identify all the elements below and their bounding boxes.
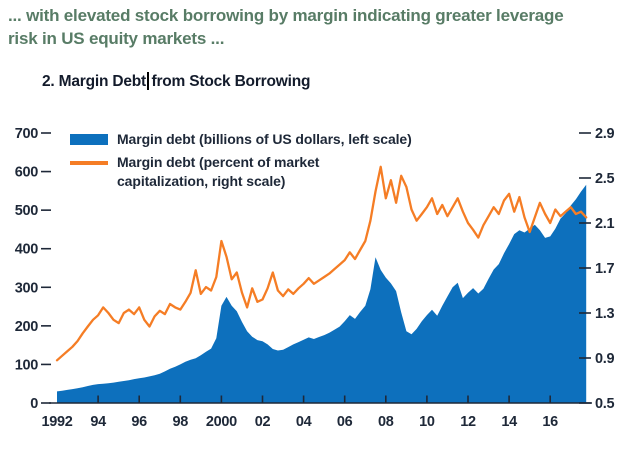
left-axis-label: 700: [15, 126, 39, 142]
left-axis-label: 500: [15, 203, 39, 219]
right-axis-label: 1.7: [595, 261, 614, 277]
right-axis-label: 0.9: [595, 351, 614, 367]
chart-legend: Margin debt (billions of US dollars, lef…: [70, 130, 470, 195]
figure-caption-line-1: ... with elevated stock borrowing by mar…: [8, 6, 564, 25]
x-axis-label: 06: [337, 414, 353, 430]
x-axis-label: 02: [255, 414, 271, 430]
legend-label-line: capitalization, right scale): [117, 173, 286, 189]
legend-label-margin-debt-percent: Margin debt (percent of market capitaliz…: [117, 153, 319, 191]
legend-item-margin-debt-billions: Margin debt (billions of US dollars, lef…: [70, 130, 470, 149]
right-axis-label: 2.1: [595, 216, 614, 232]
chart-title-suffix: from Stock Borrowing: [151, 73, 311, 90]
x-axis-label: 08: [378, 414, 394, 430]
x-axis-label: 2000: [206, 414, 237, 430]
x-axis-label: 96: [131, 414, 147, 430]
chart-title-prefix: 2. Margin Debt: [42, 73, 146, 90]
legend-swatch-line-icon: [70, 161, 108, 165]
series-margin-debt-percent-line: [55, 165, 588, 362]
left-axis-label: 600: [15, 165, 39, 181]
x-axis-label: 98: [173, 414, 189, 430]
chart-title: 2. Margin Debt from Stock Borrowing: [42, 72, 310, 91]
legend-item-margin-debt-percent: Margin debt (percent of market capitaliz…: [70, 153, 470, 191]
figure-caption-line-2: risk in US equity markets ...: [8, 29, 225, 48]
x-axis-label: 10: [419, 414, 435, 430]
legend-label-line: Margin debt (billions of US dollars, lef…: [117, 131, 412, 147]
left-axis-label: 300: [15, 280, 39, 296]
text-cursor: [147, 72, 149, 90]
x-axis-label: 12: [460, 414, 476, 430]
right-axis-label: 2.5: [595, 171, 614, 187]
legend-swatch-area-icon: [70, 134, 108, 145]
legend-label-margin-debt-billions: Margin debt (billions of US dollars, lef…: [117, 130, 412, 149]
right-axis-label: 2.9: [595, 126, 614, 142]
figure-caption: ... with elevated stock borrowing by mar…: [8, 4, 628, 50]
left-axis-label: 400: [15, 242, 39, 258]
x-axis-label: 1992: [41, 414, 72, 430]
x-axis-label: 04: [296, 414, 312, 430]
right-axis-label: 1.3: [595, 306, 614, 322]
x-axis-label: 16: [542, 414, 558, 430]
x-axis-label: 94: [90, 414, 106, 430]
left-axis-label: 0: [30, 396, 38, 412]
series-margin-debt-area: [57, 184, 587, 403]
right-axis-label: 0.5: [595, 396, 614, 412]
left-axis-label: 100: [15, 357, 39, 373]
left-axis-label: 200: [15, 319, 39, 335]
x-axis-label: 14: [501, 414, 517, 430]
legend-label-line: Margin debt (percent of market: [117, 154, 320, 170]
